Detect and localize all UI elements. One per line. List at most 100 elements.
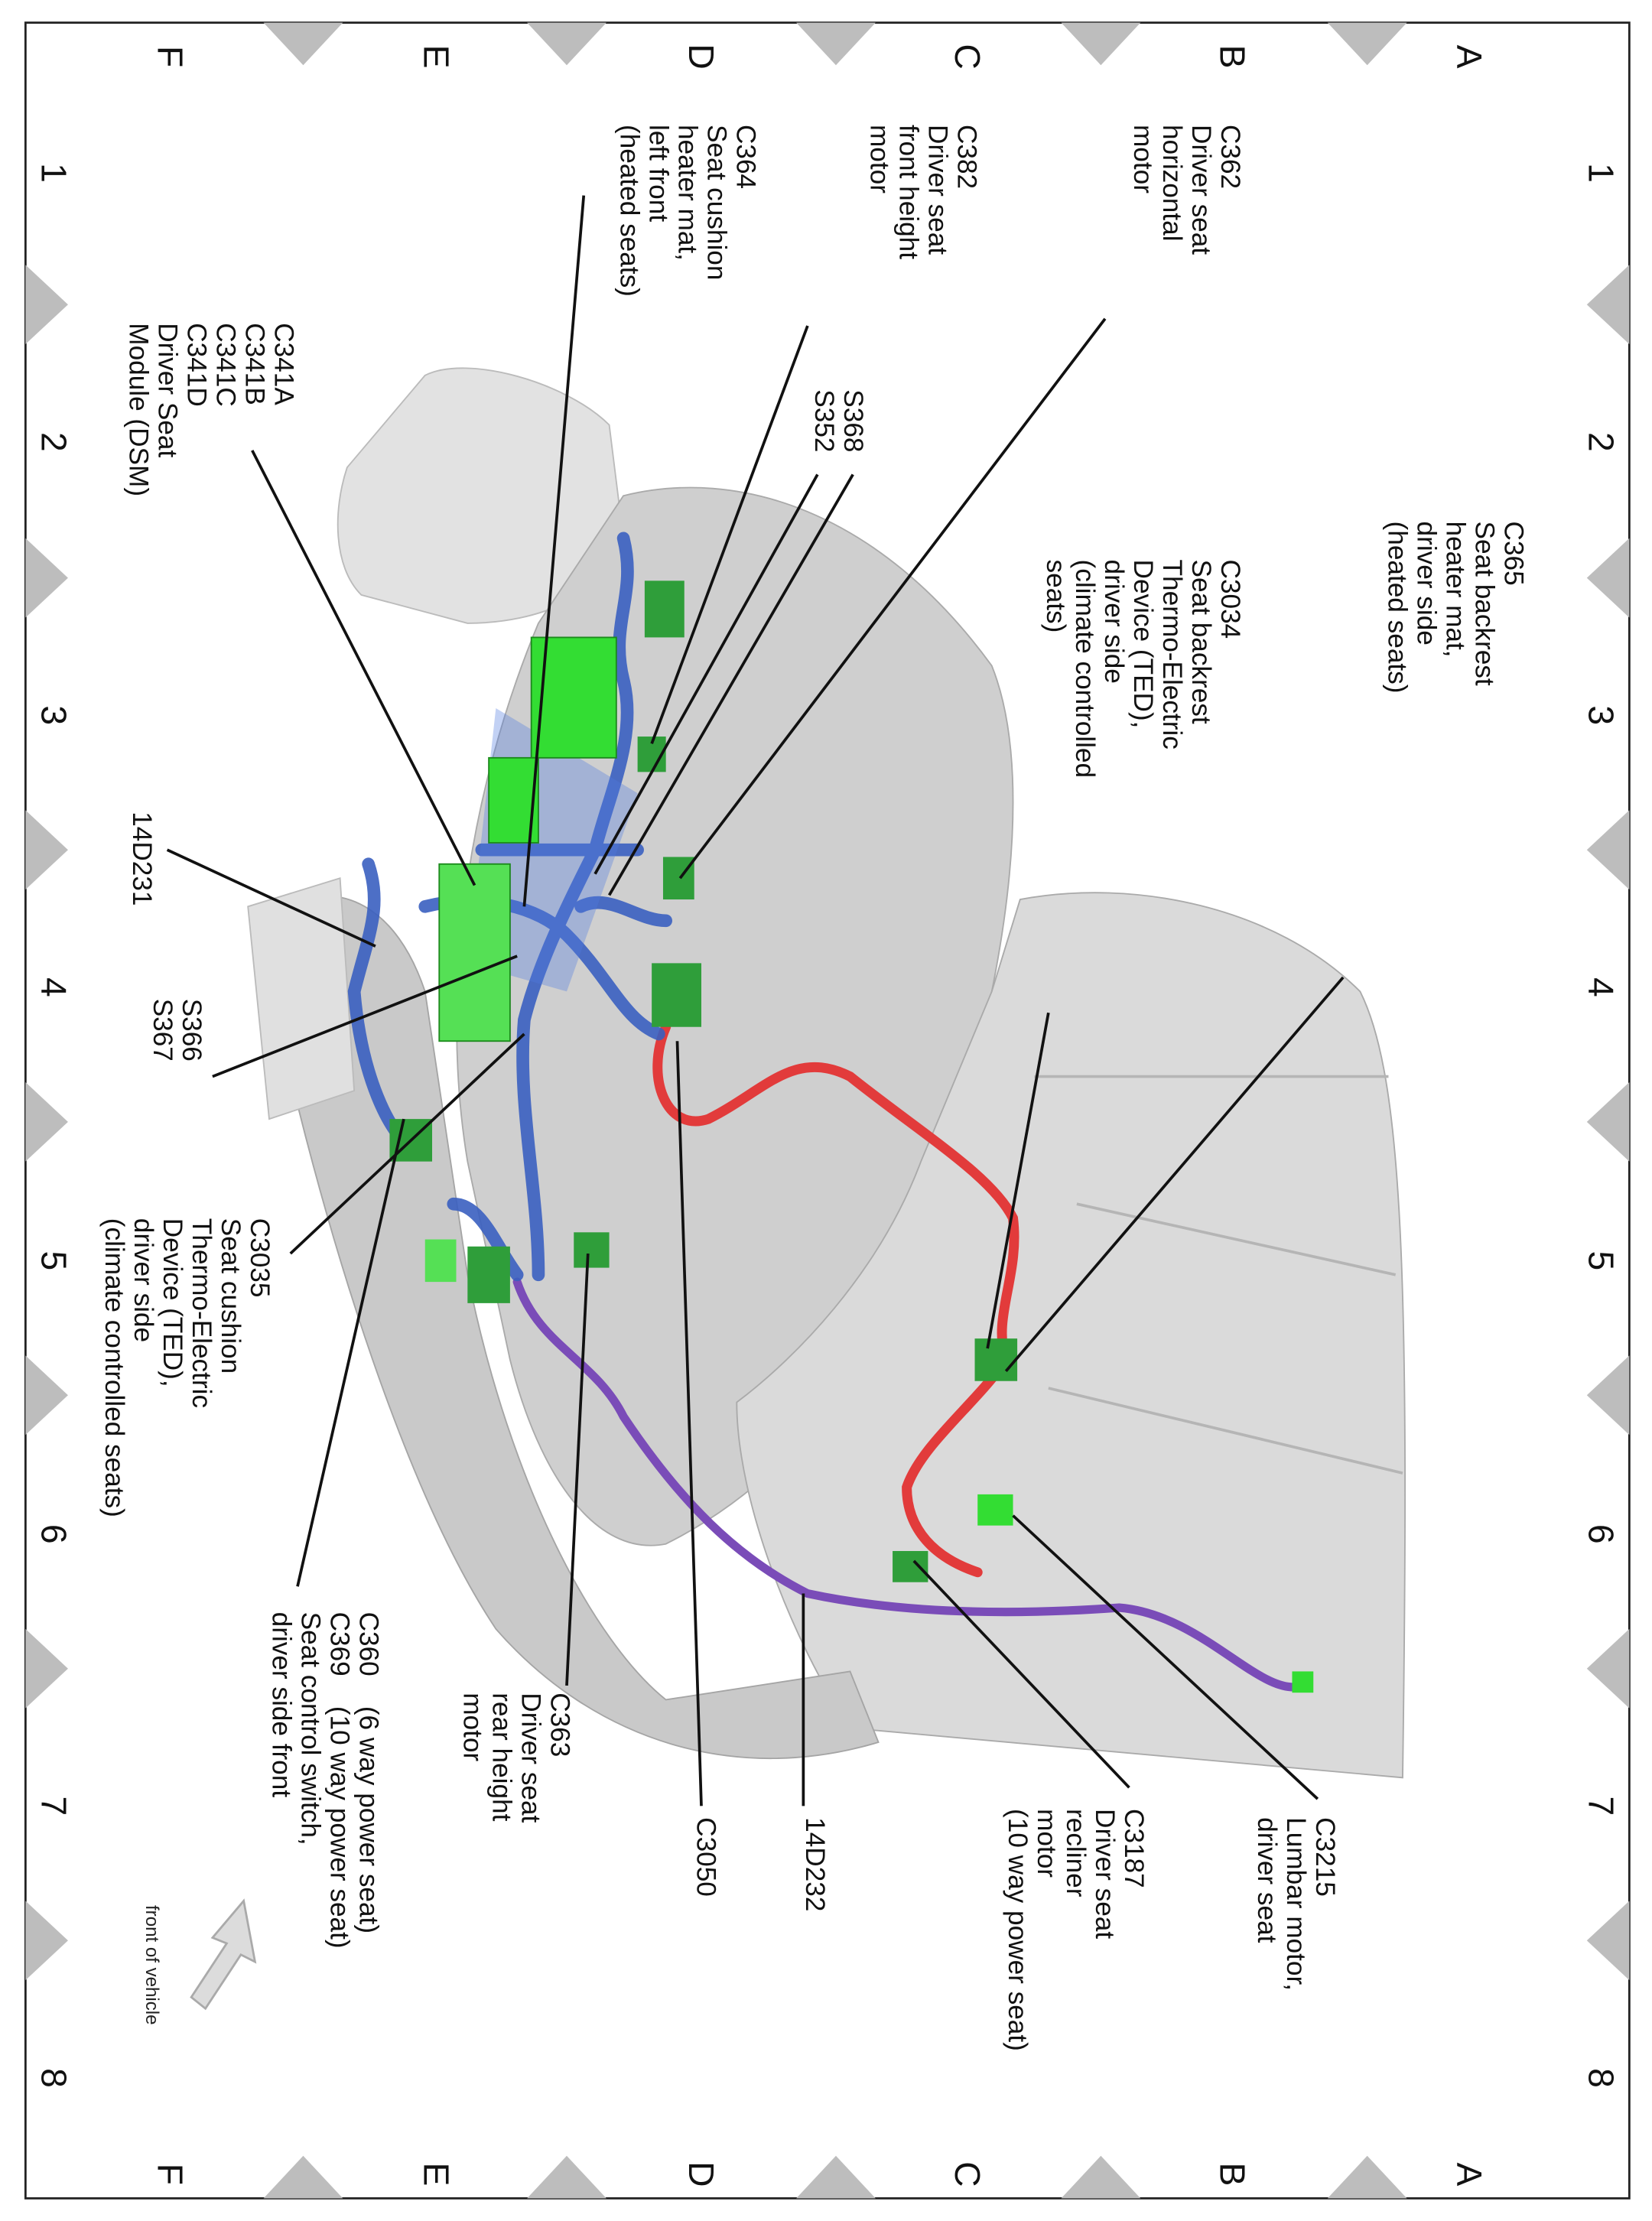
callout-line: Driver Seat [152, 323, 182, 457]
callout-line: C369 (10 way power seat) [325, 1612, 355, 1949]
grid-row-label: D [681, 44, 721, 69]
border-triangle [1586, 265, 1630, 345]
grid-row-label: C [948, 2161, 987, 2187]
callout-line: Device (TED), [158, 1218, 187, 1387]
grid-column-label: 8 [34, 2068, 73, 2088]
connector-c362 [662, 857, 694, 900]
callout-line: (climate controlled seats) [99, 1218, 129, 1517]
callout-line: C363 [545, 1693, 575, 1757]
grid-column-label: 1 [1581, 163, 1621, 183]
callout-line: rear height [487, 1693, 517, 1821]
grid-row-label: B [1213, 45, 1253, 69]
callout-line: C3215 [1310, 1817, 1340, 1897]
leader-line [212, 954, 518, 1078]
leader-line [522, 195, 586, 907]
callout-line: Driver seat [516, 1693, 546, 1823]
grid-row-label: A [1449, 45, 1489, 69]
callout-line: C3187 [1119, 1809, 1149, 1888]
leader-line [607, 473, 854, 896]
callout-line: C3050 [691, 1817, 720, 1897]
callout-line: heater mat, [672, 125, 702, 261]
grid-row-label: A [1449, 2162, 1489, 2186]
grid-row-label: B [1213, 2162, 1253, 2186]
border-triangle [25, 265, 68, 345]
border-triangle [25, 1081, 68, 1162]
callout-line: heater mat, [1440, 522, 1470, 658]
callout-line: C364 [730, 125, 760, 189]
callout-line: (heated seats) [614, 125, 644, 297]
grid-column-label: 7 [34, 1796, 73, 1816]
callout-line: Thermo-Electric [1157, 560, 1187, 750]
callout-line: Device (TED), [1128, 560, 1158, 729]
callout-line: Module (DSM) [124, 323, 154, 496]
grid-column-label: 3 [34, 705, 73, 725]
callout-line: motor [1128, 125, 1158, 193]
callout-14d232: 14D232 [800, 1817, 830, 1911]
arrow-icon [190, 1898, 257, 2011]
callout-c3050: C3050 [691, 1817, 720, 1897]
border-triangle [25, 1901, 68, 1981]
callout-line: C360 (6 way power seat) [354, 1612, 384, 1933]
callout-line: Seat cushion [216, 1218, 246, 1374]
border-triangle [796, 2155, 876, 2199]
border-triangle [1586, 538, 1630, 618]
callout-line: C362 [1215, 125, 1245, 189]
grid-row-label: E [417, 2162, 457, 2186]
callout-line: front height [893, 125, 923, 259]
grid-reference-labels: 1 1 2 2 3 3 4 4 5 5 6 6 7 7 8 8 A A B B C C D D E E F F [34, 44, 1621, 2187]
callout-line: (10 way power seat) [1003, 1809, 1032, 2051]
grid-column-label: 8 [1581, 2068, 1621, 2088]
grid-row-label: F [150, 2164, 190, 2185]
border-triangle [1061, 22, 1141, 66]
harness-purple [512, 1277, 1308, 1692]
callout-line: Seat cushion [701, 125, 731, 280]
border-triangle [263, 2155, 343, 2199]
callout-line: driver side [128, 1218, 158, 1342]
connector-c363 [574, 1232, 610, 1268]
callout-line: S352 [809, 389, 839, 452]
grid-column-label: 2 [34, 432, 73, 452]
leader-line [912, 1559, 1130, 1789]
border-triangle [25, 1628, 68, 1709]
border-triangle [1586, 810, 1630, 890]
callout-line: driver side front [267, 1612, 297, 1798]
connector-c3034 [974, 1338, 1018, 1381]
border-triangle [263, 22, 343, 66]
callout-line: C3035 [245, 1218, 275, 1298]
callout-line: motor [1032, 1809, 1062, 1878]
connector-c3187 [893, 1550, 928, 1582]
callout-line: driver side [1411, 522, 1441, 645]
callout-line: C341D [181, 323, 211, 407]
border-triangle [1327, 2155, 1407, 2199]
border-triangle [796, 22, 876, 66]
border-triangle [25, 1355, 68, 1436]
front-of-vehicle-label: front of vehicle [141, 1905, 162, 2024]
leader-line [650, 325, 809, 744]
grid-column-label: 5 [34, 1250, 73, 1270]
connector-c3050 [652, 963, 701, 1027]
callout-line: Driver seat [1186, 125, 1216, 255]
leader-line [1004, 976, 1345, 1372]
border-triangles [25, 22, 1630, 2199]
grid-column-label: 7 [1581, 1796, 1621, 1816]
leader-line [986, 1012, 1050, 1349]
leader-line [166, 848, 376, 948]
grid-column-label: 4 [1581, 977, 1621, 997]
connector-lower-2 [467, 1246, 510, 1303]
leader-line [675, 1041, 703, 1806]
grid-column-label: 2 [1581, 432, 1621, 452]
callout-line: S367 [148, 999, 177, 1062]
callout-line: C3034 [1215, 560, 1245, 639]
connector-end [1292, 1671, 1314, 1693]
callout-line: recliner [1061, 1809, 1091, 1897]
callout-line: C341A [268, 323, 298, 405]
grid-column-label: 6 [34, 1524, 73, 1544]
